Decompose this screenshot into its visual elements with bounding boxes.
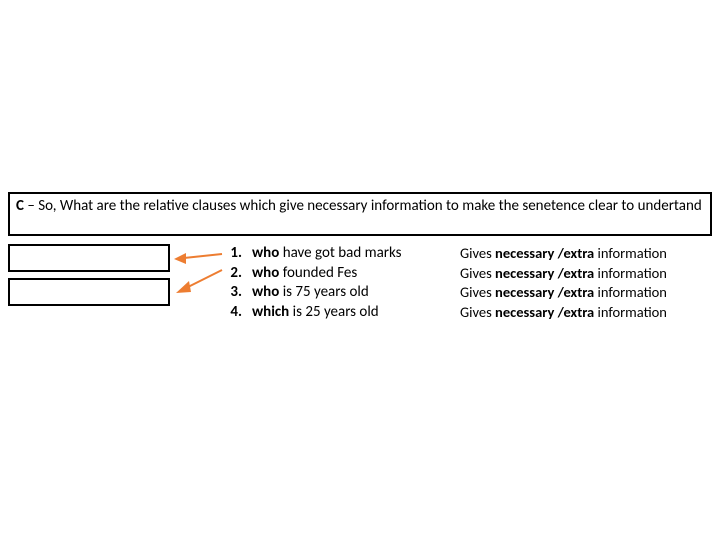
answer-box-1	[8, 244, 170, 272]
list-number: 2.	[224, 264, 246, 284]
right-column: Gives necessary /extra information Gives…	[460, 244, 667, 322]
list-number: 1.	[224, 244, 246, 264]
list-text: who founded Fes	[246, 264, 357, 284]
answer-box-2	[8, 278, 170, 306]
question-prefix: C	[16, 197, 24, 215]
list-item: 3. who is 75 years old	[224, 283, 402, 303]
list-item: 2. who founded Fes	[224, 264, 402, 284]
right-item: Gives necessary /extra information	[460, 303, 667, 323]
list-text: who is 75 years old	[246, 283, 369, 303]
question-box: C – So, What are the relative clauses wh…	[8, 192, 712, 236]
arrow-2	[176, 270, 222, 293]
list-text: who have got bad marks	[246, 244, 402, 264]
question-body: – So, What are the relative clauses whic…	[24, 197, 702, 215]
clause-list: 1. who have got bad marks 2. who founded…	[224, 244, 402, 322]
list-number: 3.	[224, 283, 246, 303]
arrow-1	[174, 253, 222, 264]
list-number: 4.	[224, 303, 246, 323]
list-item: 4. which is 25 years old	[224, 303, 402, 323]
arrows	[172, 246, 224, 304]
right-item: Gives necessary /extra information	[460, 244, 667, 264]
right-item: Gives necessary /extra information	[460, 264, 667, 284]
list-item: 1. who have got bad marks	[224, 244, 402, 264]
list-text: which is 25 years old	[246, 303, 379, 323]
right-item: Gives necessary /extra information	[460, 283, 667, 303]
